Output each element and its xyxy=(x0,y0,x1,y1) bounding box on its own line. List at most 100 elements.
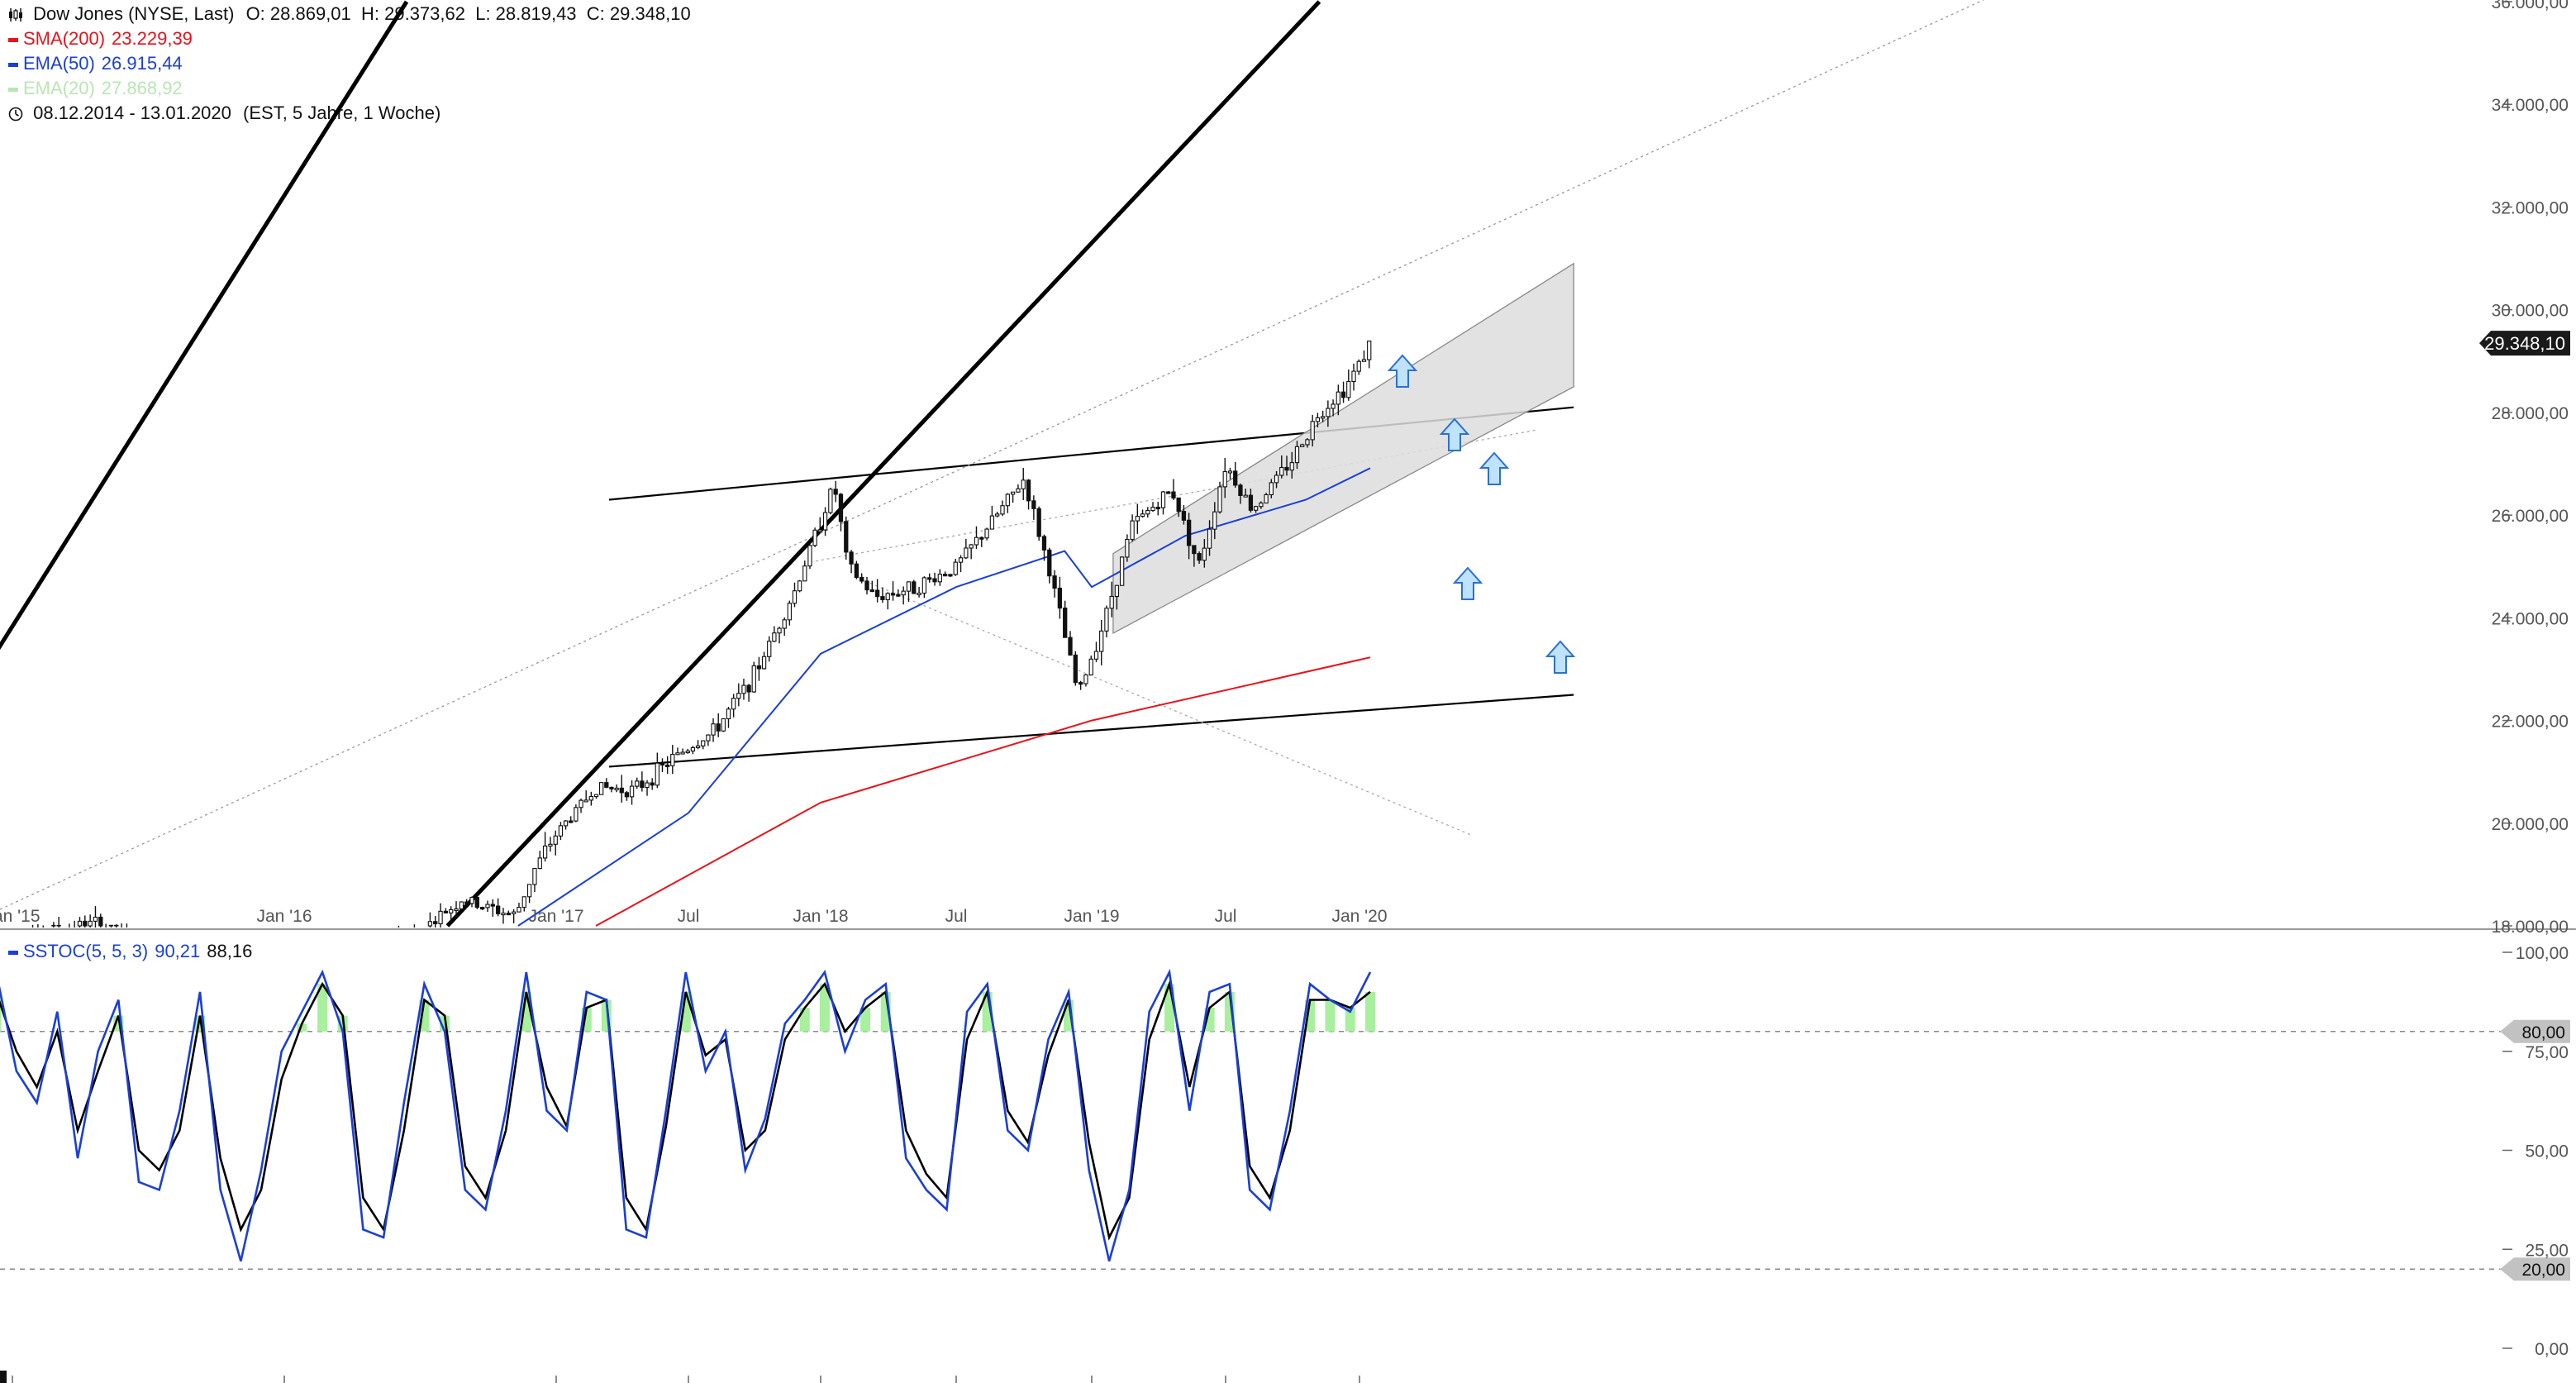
candle-body xyxy=(1253,506,1259,511)
candle-body xyxy=(598,782,604,795)
candle-body xyxy=(51,924,56,927)
candle-body xyxy=(670,753,675,766)
candle-body xyxy=(1114,584,1120,598)
candle-body xyxy=(958,557,964,563)
legend-ema20: EMA(20) 27.868,92 xyxy=(8,76,691,101)
sstoc-k-value: 90,21 xyxy=(155,941,201,961)
candle-body xyxy=(511,911,517,914)
candle-body xyxy=(1227,470,1233,474)
candle-body xyxy=(880,596,885,600)
ema50-value: 26.915,44 xyxy=(101,53,183,74)
candle-body xyxy=(995,513,1000,517)
candle-body xyxy=(635,780,640,787)
candle-body xyxy=(1331,403,1336,409)
candle-body xyxy=(1078,682,1083,685)
candle-body xyxy=(874,589,880,598)
candle-body xyxy=(675,752,680,756)
up-arrow-icon xyxy=(1387,354,1418,388)
candle-body xyxy=(593,794,599,798)
candle-body xyxy=(942,574,948,577)
y-tick-label: 22.000,00 xyxy=(2492,713,2569,732)
candle-body xyxy=(844,521,849,553)
candle-body xyxy=(984,528,989,539)
candle-body xyxy=(751,665,756,693)
threshold-badge xyxy=(2500,1019,2570,1043)
candle-body xyxy=(1160,491,1166,508)
candle-body xyxy=(645,782,650,789)
candle-body xyxy=(849,551,854,565)
trendline-upper-channel xyxy=(0,0,409,651)
candle-body xyxy=(98,916,103,927)
chart-legend: Dow Jones (NYSE, Last) O: 28.869,01 H: 2… xyxy=(8,2,691,126)
candle-body xyxy=(1104,608,1109,632)
candle-body xyxy=(579,799,583,808)
candle-body xyxy=(619,787,624,794)
candle-body xyxy=(1047,549,1052,577)
candle-body xyxy=(1063,608,1068,638)
y-tick-label: 34.000,00 xyxy=(2492,96,2569,115)
candle-body xyxy=(927,577,932,580)
candle-body xyxy=(1186,519,1192,546)
candle-body xyxy=(655,762,659,786)
candle-body xyxy=(695,745,701,749)
candle-body xyxy=(449,908,454,913)
candle-body xyxy=(1264,494,1269,504)
candle-body xyxy=(812,529,817,546)
candle-body xyxy=(736,693,741,699)
candle-body xyxy=(1356,360,1361,372)
candle-body xyxy=(948,574,953,577)
candle-body xyxy=(1171,491,1176,498)
sstoc-d-line xyxy=(0,980,1371,1241)
candle-body xyxy=(1109,595,1114,609)
up-arrow-icon xyxy=(1452,566,1483,600)
candle-body xyxy=(563,820,569,827)
candle-body xyxy=(485,904,490,908)
candle-body xyxy=(521,896,526,908)
osc-y-tick-label: 25,00 xyxy=(2525,1241,2569,1260)
x-tick-label: Jul xyxy=(678,907,700,926)
candle-body xyxy=(537,857,542,870)
annotation-layer xyxy=(0,0,1984,928)
candle-body xyxy=(640,780,645,789)
candle-body xyxy=(624,792,630,798)
candle-body xyxy=(1099,630,1104,652)
candle-body xyxy=(609,786,614,789)
candle-body xyxy=(864,580,869,591)
candle-body xyxy=(1326,408,1331,417)
candle-body xyxy=(583,799,588,803)
candle-body xyxy=(1083,674,1088,684)
x-tick-label: Jan '16 xyxy=(256,907,312,926)
dotted-trendline xyxy=(0,0,1984,910)
candle-body xyxy=(1119,556,1125,586)
candle-body xyxy=(1320,416,1326,419)
candle-body xyxy=(93,916,98,922)
candle-body xyxy=(731,698,736,710)
candle-body xyxy=(542,845,548,859)
candle-body xyxy=(859,576,864,582)
candle-body xyxy=(711,723,716,736)
candle-body xyxy=(901,590,906,596)
candle-body xyxy=(1192,545,1197,555)
candle-body xyxy=(706,734,711,742)
candle-body xyxy=(969,544,974,549)
candle-body xyxy=(1088,658,1093,675)
y-tick-label: 26.000,00 xyxy=(2492,507,2569,526)
y-tick-label: 32.000,00 xyxy=(2492,198,2569,217)
candle-body xyxy=(746,684,751,693)
candle-body xyxy=(792,590,798,604)
candle-body xyxy=(614,787,619,790)
candle-body xyxy=(932,578,937,583)
candle-body xyxy=(1057,587,1063,609)
candle-body xyxy=(797,580,802,592)
osc-y-tick-label: 75,00 xyxy=(2525,1043,2569,1062)
legend-sma200: SMA(200) 23.229,39 xyxy=(8,26,691,51)
candle-body xyxy=(869,589,874,593)
candlestick-icon xyxy=(9,8,22,22)
candle-body xyxy=(726,708,731,720)
instrument-title: Dow Jones (NYSE, Last) xyxy=(33,3,235,24)
candle-body xyxy=(1197,553,1202,561)
ema20-label: EMA(20) xyxy=(23,78,95,98)
candle-body xyxy=(1212,511,1217,530)
sma200-line xyxy=(595,656,1371,927)
